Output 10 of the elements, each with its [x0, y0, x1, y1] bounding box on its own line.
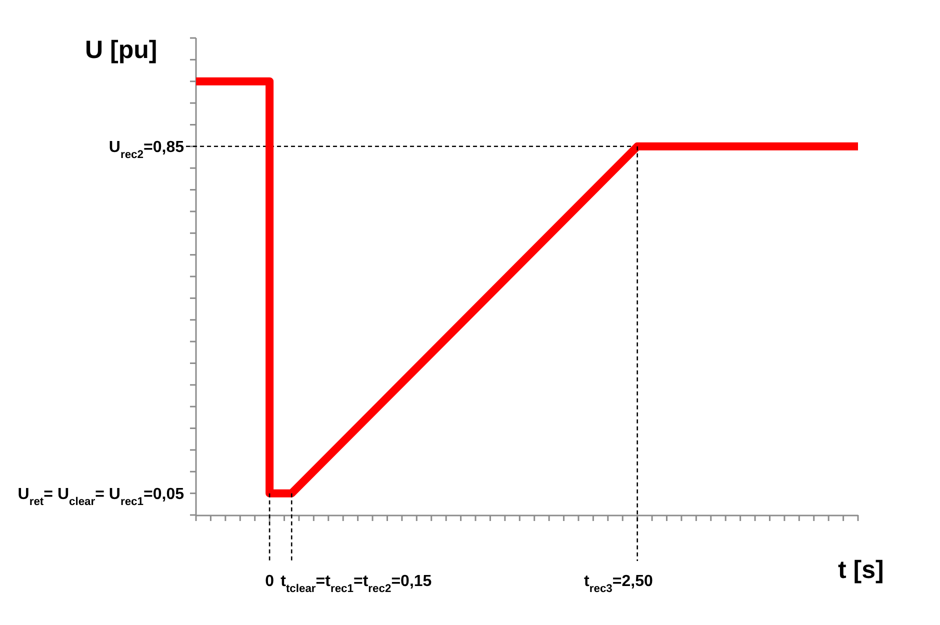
x-tick-label: 0 [265, 573, 274, 590]
text: U$_{rec2}$= [108, 139, 153, 162]
text: t$_{rec3}$= [584, 573, 622, 595]
annotation: t$_{tclear}$=t$_{rec1}$=t$_{rec2}$=0,15 [280, 573, 432, 595]
text: U$_{ret}$= U$_{clear}$= U$_{rec1}$= [18, 486, 153, 508]
x-tick-label: 2,50 [622, 573, 654, 590]
y-tick-label: 0,85 [152, 139, 184, 156]
x-axis-title: t [s] [838, 556, 884, 584]
y-axis-title: U [pu] [85, 36, 158, 64]
y-tick-label: 0,05 [152, 486, 184, 503]
